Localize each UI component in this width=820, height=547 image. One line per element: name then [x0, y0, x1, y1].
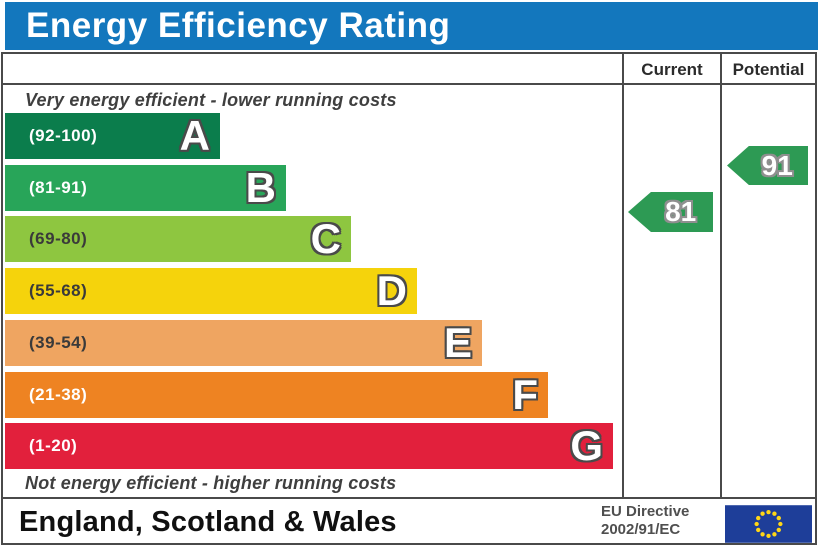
band-range-label: (21-38): [29, 385, 88, 404]
band-range-label: (81-91): [29, 178, 88, 197]
header-separator-line: [3, 83, 815, 85]
potential-rating-arrow: 91: [727, 146, 808, 185]
rating-band: (39-54) E: [5, 320, 482, 366]
band-range-label: (55-68): [29, 281, 88, 300]
rating-band: (1-20) G: [5, 423, 613, 469]
band-letter: E: [443, 319, 472, 366]
directive-line-1: EU Directive: [601, 503, 690, 520]
band-range-label: (92-100): [29, 126, 98, 145]
top-note: Very energy efficient - lower running co…: [25, 90, 397, 110]
band-letter: B: [245, 164, 276, 211]
band-letter: D: [376, 267, 407, 314]
eu-flag-icon: [725, 505, 812, 543]
directive-line-2: 2002/91/EC: [601, 521, 681, 538]
current-column-divider: [622, 54, 624, 499]
footer-directive-text: EU Directive 2002/91/EC: [601, 503, 719, 539]
column-header-potential: Potential: [732, 60, 805, 79]
band-range-label: (1-20): [29, 436, 78, 455]
chart-title: Energy Efficiency Rating: [26, 6, 451, 45]
footer-region-label: England, Scotland & Wales: [19, 506, 397, 538]
rating-band: (55-68) D: [5, 268, 417, 314]
rating-band: (69-80) C: [5, 216, 351, 262]
band-range-label: (39-54): [29, 333, 88, 352]
potential-rating-value: 91: [761, 149, 793, 181]
band-range-label: (69-80): [29, 229, 88, 248]
bottom-note: Not energy efficient - higher running co…: [25, 473, 397, 493]
rating-band: (92-100) A: [5, 113, 220, 159]
rating-band: (21-38) F: [5, 372, 548, 418]
chart-title-bar: Energy Efficiency Rating: [5, 2, 818, 50]
current-rating-value: 81: [665, 196, 697, 227]
column-header-current: Current: [641, 60, 703, 79]
rating-band: (81-91) B: [5, 165, 286, 211]
band-letter: A: [179, 112, 210, 159]
band-letter: G: [570, 422, 603, 469]
band-letter: C: [310, 215, 341, 262]
band-letter: F: [512, 371, 538, 418]
eu-flag-stars: [754, 509, 783, 539]
footer-separator-line: [3, 497, 815, 499]
rating-table: Current Potential Very energy efficient …: [1, 52, 817, 545]
current-rating-arrow: 81: [628, 192, 713, 232]
potential-column-divider: [720, 54, 722, 499]
